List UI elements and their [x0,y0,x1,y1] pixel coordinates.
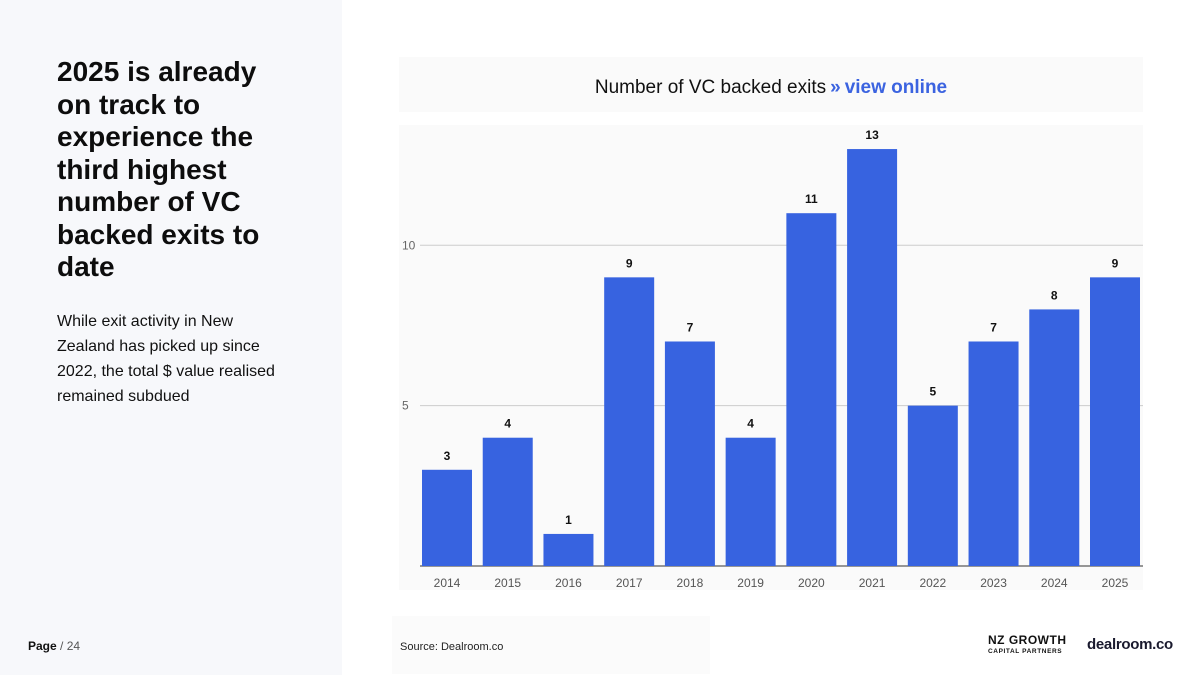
bar-2022 [907,405,958,566]
x-tick-label-2020: 2020 [798,576,825,590]
bar-2019 [725,437,776,566]
bar-2015 [482,437,533,566]
x-tick-label-2024: 2024 [1041,576,1068,590]
page-total: / 24 [60,639,81,653]
body-text: While exit activity in New Zealand has p… [57,313,275,405]
page-label: Page [28,639,57,653]
nzgcp-logo-line1: NZ GROWTH [988,633,1067,647]
x-tick-label-2025: 2025 [1102,576,1129,590]
chart-title-line: Number of VC backed exits» view online [399,77,1143,99]
data-label-2016: 1 [565,513,572,527]
data-label-2022: 5 [929,385,936,399]
nzgcp-logo-line2: CAPITAL PARTNERS [988,648,1063,655]
bar-2024 [1029,309,1080,566]
dealroom-logo: dealroom.co [1087,636,1173,653]
x-tick-label-2022: 2022 [919,576,946,590]
bar-2018 [664,341,715,566]
data-label-2018: 7 [687,320,694,334]
source-box [392,616,710,674]
chart-title: Number of VC backed exits [594,77,827,98]
chart-title-box [399,57,1143,112]
x-tick-label-2023: 2023 [980,576,1007,590]
x-tick-label-2014: 2014 [434,576,461,590]
x-tick-label-2015: 2015 [494,576,521,590]
bar-2023 [968,341,1019,566]
y-tick-label: 5 [402,399,409,413]
chart-header: Number of VC backed exits» view online [399,0,1143,120]
bar-2017 [604,277,655,566]
data-label-2020: 11 [805,192,818,206]
bar-2021 [847,149,898,566]
view-online-link[interactable]: view online [844,77,948,98]
data-label-2023: 7 [990,320,997,334]
x-tick-label-2021: 2021 [859,576,886,590]
bar-2014 [422,469,472,566]
x-tick-label-2018: 2018 [677,576,704,590]
nz-growth-capital-partners-logo: NZ GROWTH CAPITAL PARTNERS [988,634,1078,656]
data-label-2025: 9 [1112,256,1119,270]
data-label-2021: 13 [865,128,879,142]
y-tick-label: 10 [402,238,416,252]
link-separator: » [830,77,841,98]
bar-2020 [786,213,837,566]
x-tick-label-2016: 2016 [555,576,582,590]
bar-chart: 5 10 3 2014 4 2015 1 2016 9 2017 7 2018 4 2019 11 2020 1… [399,125,1143,590]
left-panel [0,0,342,675]
data-label-2024: 8 [1051,288,1058,302]
source-note: Source: Dealroom.co [400,641,504,653]
data-label-2019: 4 [747,417,754,431]
bar-2025 [1090,277,1140,566]
x-tick-label-2019: 2019 [737,576,764,590]
page-number: Page / 24 [28,639,80,653]
data-label-2015: 4 [504,417,511,431]
data-label-2017: 9 [626,256,633,270]
headline: 2025 is already on track to experience t… [57,56,260,282]
bar-2016 [543,533,594,566]
x-tick-label-2017: 2017 [616,576,643,590]
data-label-2014: 3 [444,449,451,463]
